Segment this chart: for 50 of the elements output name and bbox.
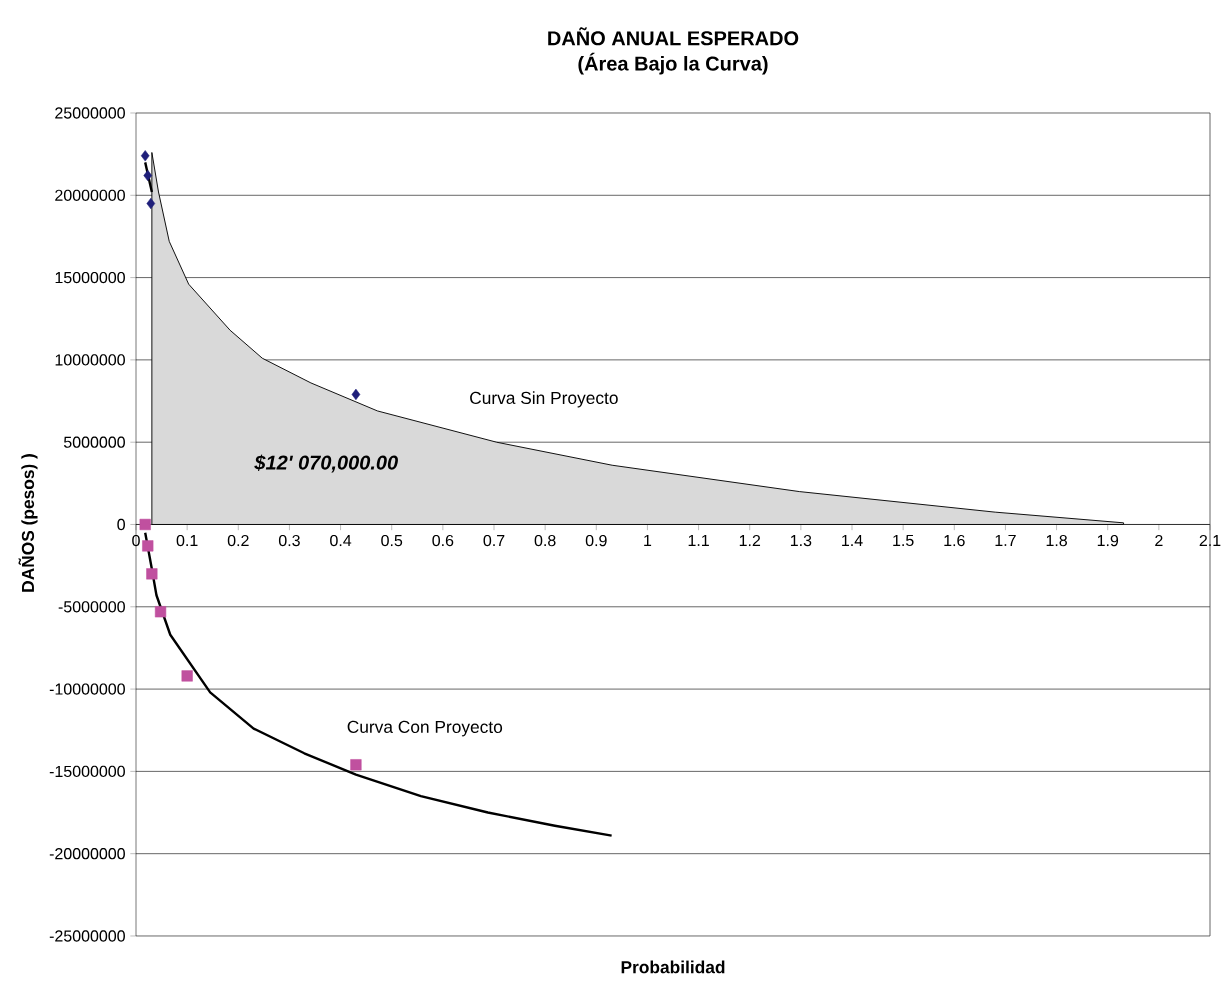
x-tick-label: 0.9 xyxy=(585,534,607,547)
x-tick-label: 2.1 xyxy=(1199,534,1221,547)
y-tick-label: -10000000 xyxy=(49,683,125,695)
x-tick-label: 0.7 xyxy=(483,534,505,547)
y-tick-label: -25000000 xyxy=(49,930,125,942)
x-tick-label: 0.6 xyxy=(432,534,454,547)
point xyxy=(140,150,150,162)
x-tick-label: 1.2 xyxy=(739,534,761,547)
x-tick-label: 1.9 xyxy=(1097,534,1119,547)
y-tick-label: 10000000 xyxy=(55,354,125,366)
x-tick-label: 1.1 xyxy=(688,534,709,546)
chart-title: DAÑO ANUAL ESPERADO xyxy=(548,27,799,46)
x-axis-title: Probabilidad xyxy=(621,960,725,974)
y-axis-title: DAÑOS (pesos) ) xyxy=(18,454,38,592)
x-tick-label: 1.3 xyxy=(790,534,812,547)
x-tick-label: 0.1 xyxy=(176,534,198,547)
y-tick-label: -20000000 xyxy=(49,848,125,860)
x-tick-label: 1.7 xyxy=(995,534,1016,546)
x-tick-label: 0.5 xyxy=(381,534,403,547)
x-tick-label: 1.6 xyxy=(944,534,965,547)
point xyxy=(139,518,151,531)
y-tick-label: 20000000 xyxy=(55,189,125,201)
x-tick-label: 1.4 xyxy=(842,534,863,546)
x-tick-label: 0.3 xyxy=(278,534,300,547)
point xyxy=(146,197,156,210)
y-tick-label: -5000000 xyxy=(58,601,125,613)
x-tick-label: 2 xyxy=(1155,534,1163,547)
annotation: Curva Con Proyecto xyxy=(347,720,503,737)
x-tick-label: 1.5 xyxy=(893,534,914,547)
annotation: $12' 070,000.00 xyxy=(254,454,398,473)
point xyxy=(146,568,158,580)
y-tick-label: 15000000 xyxy=(55,271,125,284)
point xyxy=(181,670,193,682)
annotation: Curva Sin Proyecto xyxy=(470,391,618,408)
y-tick-label: 5000000 xyxy=(63,436,125,448)
x-tick-label: 0.8 xyxy=(534,534,556,547)
x-tick-label: 0.4 xyxy=(330,534,352,547)
y-tick-label: -15000000 xyxy=(49,765,125,778)
point xyxy=(154,606,167,618)
y-tick-label: 0 xyxy=(117,518,125,531)
x-tick-label: 0 xyxy=(132,534,140,547)
y-tick-label: 25000000 xyxy=(55,107,125,119)
point xyxy=(143,169,153,182)
point xyxy=(350,759,362,771)
chart-subtitle: (Área Bajo la Curva) xyxy=(578,52,768,75)
x-tick-label: 1 xyxy=(644,534,652,546)
x-tick-label: 0.2 xyxy=(227,534,249,547)
point xyxy=(351,388,361,401)
point xyxy=(142,540,154,552)
x-tick-label: 1.8 xyxy=(1046,534,1067,547)
